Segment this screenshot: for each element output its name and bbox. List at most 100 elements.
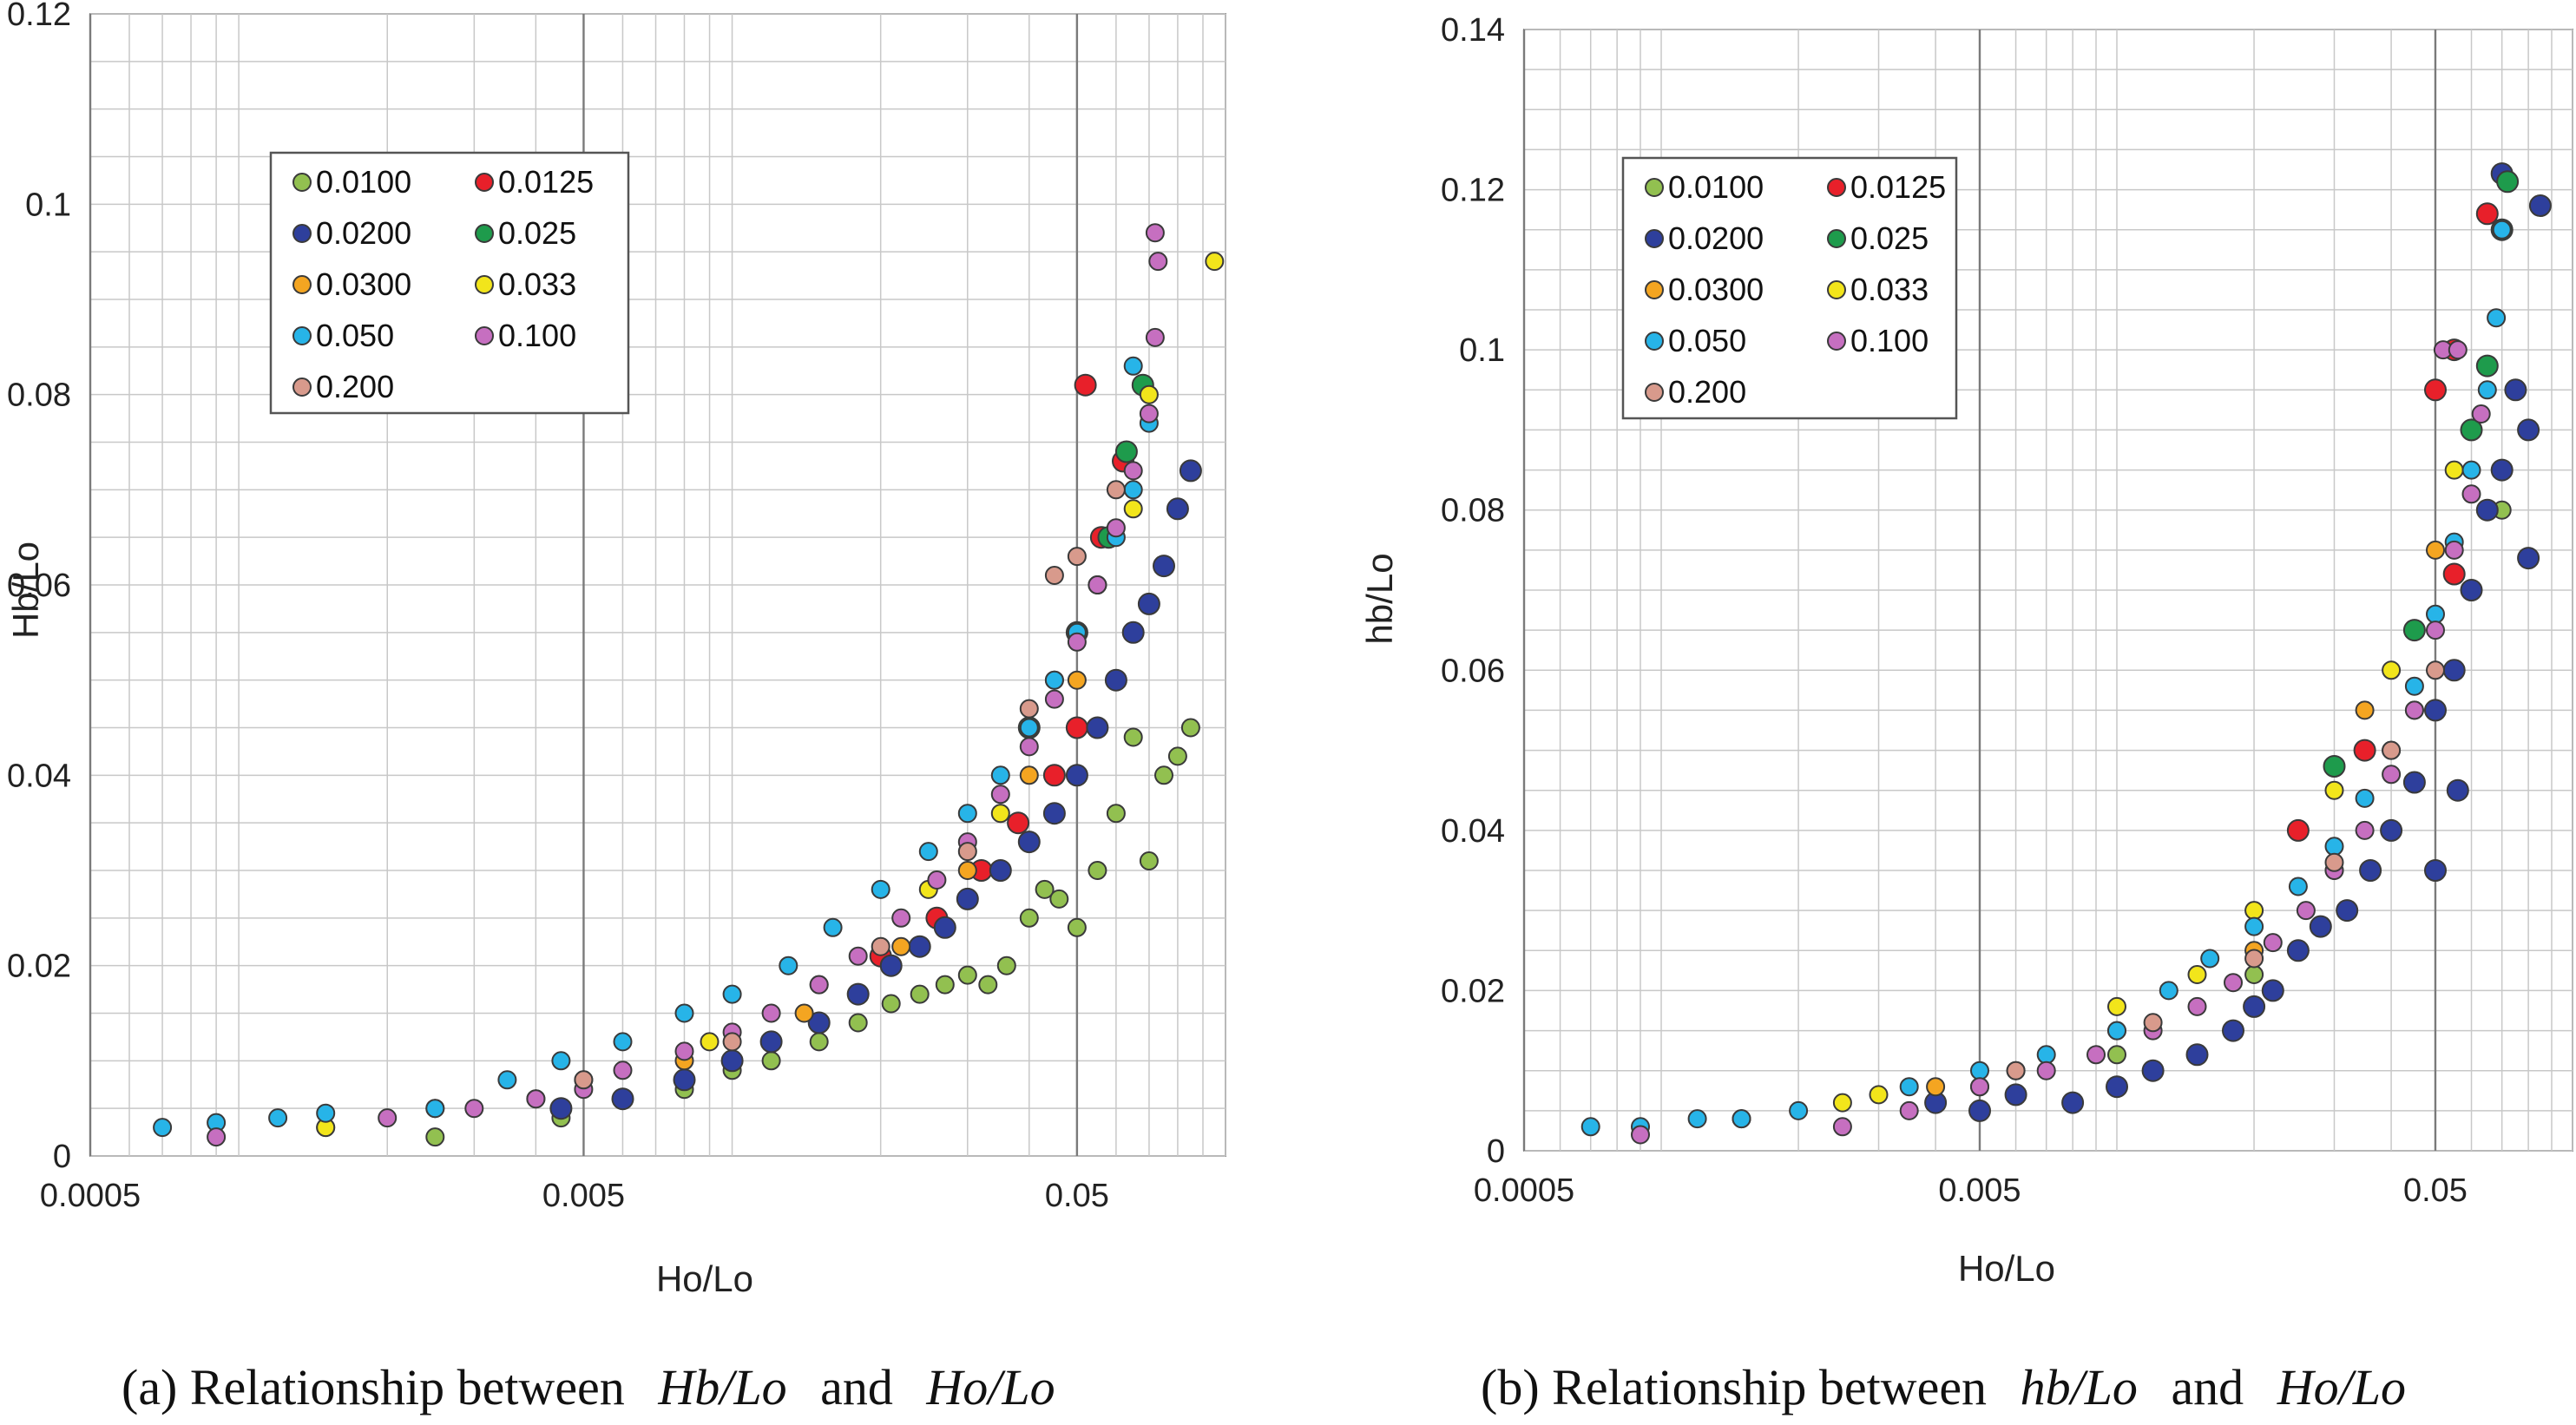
data-point	[1205, 252, 1225, 272]
y-tick-label: 0.04	[1441, 813, 1505, 850]
data-point	[574, 1070, 594, 1090]
data-point	[2461, 484, 2481, 504]
data-point	[761, 1051, 781, 1071]
y-tick-label: 0.04	[7, 758, 71, 794]
legend-marker	[1827, 280, 1846, 299]
y-tick-label: 0.1	[25, 187, 71, 223]
data-point	[935, 975, 955, 995]
y-tick-label: 0.12	[7, 0, 71, 33]
data-point	[2222, 1019, 2244, 1042]
data-point	[1123, 356, 1143, 376]
data-point	[1106, 480, 1126, 500]
data-point	[918, 842, 938, 862]
data-point	[1106, 518, 1126, 538]
data-point	[2442, 659, 2466, 682]
data-point	[2309, 915, 2332, 938]
data-point	[2159, 981, 2178, 1001]
data-point	[2244, 901, 2264, 921]
series-0.100	[1631, 340, 2491, 1145]
legend-label: 0.100	[1850, 323, 1929, 358]
data-point	[1148, 252, 1168, 272]
data-point	[990, 765, 1010, 785]
data-point	[2244, 916, 2264, 936]
data-point	[2353, 739, 2376, 762]
data-point	[933, 916, 956, 939]
data-point	[1044, 689, 1064, 709]
data-point	[881, 994, 901, 1014]
data-point	[1019, 718, 1039, 738]
caption-a-var1: Hb/Lo	[657, 1359, 786, 1415]
legend-label: 0.025	[1850, 220, 1929, 256]
data-point	[1065, 716, 1088, 739]
caption-a-prefix: (a) Relationship between	[122, 1359, 625, 1415]
legend-marker	[1827, 178, 1846, 197]
data-point	[722, 1032, 742, 1052]
data-point	[978, 975, 998, 995]
series-0.0125	[2286, 202, 2499, 842]
data-point	[611, 1087, 634, 1111]
data-point	[1049, 889, 1069, 909]
data-point	[794, 1003, 814, 1023]
data-point	[674, 1041, 694, 1061]
data-point	[1926, 1077, 1946, 1097]
data-point	[2477, 380, 2497, 400]
data-point	[1179, 459, 1202, 483]
legend-label: 0.0100	[316, 164, 411, 200]
data-point	[846, 982, 870, 1006]
data-point	[1067, 670, 1087, 690]
legend-marker	[1827, 229, 1846, 248]
data-point	[1067, 547, 1087, 567]
data-point	[2324, 780, 2344, 800]
data-point	[2106, 1075, 2128, 1099]
data-point	[2355, 820, 2375, 840]
data-point	[1017, 831, 1041, 854]
data-point	[1086, 716, 1109, 739]
data-point	[910, 984, 930, 1004]
data-point	[2446, 778, 2469, 802]
legend-marker	[1827, 332, 1846, 351]
data-point	[2404, 676, 2424, 696]
data-point	[2288, 877, 2308, 896]
data-point	[2475, 202, 2499, 226]
data-point	[823, 917, 843, 937]
data-point	[956, 887, 979, 910]
data-point	[871, 936, 890, 956]
grid-a	[89, 13, 1226, 1157]
legend-label: 0.0300	[316, 266, 411, 302]
data-point	[1121, 621, 1145, 644]
data-point	[2244, 965, 2264, 984]
x-axis-label-a: Ho/Lo	[656, 1258, 753, 1299]
legend-a: 0.0100 0.0125 0.0200 0.025 0.0300 0.033 0.050 0…	[269, 151, 630, 415]
y-tick-labels-b: 0 0.02 0.04 0.06 0.08 0.1 0.12 0.14	[1441, 12, 1505, 1170]
data-point	[1167, 746, 1187, 766]
data-point	[1104, 668, 1127, 692]
data-point	[2382, 765, 2402, 785]
legend-marker	[1645, 178, 1664, 197]
data-point	[1019, 737, 1039, 757]
caption-b: (b) Relationship between hb/Lo and Ho/Lo	[1481, 1359, 2406, 1415]
data-point	[613, 1061, 633, 1080]
data-point	[378, 1108, 398, 1128]
series-0.200	[2006, 660, 2445, 1080]
data-point	[551, 1051, 571, 1071]
legend-label: 0.050	[316, 318, 394, 353]
caption-a-and: and	[820, 1359, 893, 1415]
data-point	[1968, 1099, 1991, 1122]
x-tick-label: 0.005	[1938, 1172, 2021, 1209]
y-tick-labels-a: 0 0.02 0.04 0.06 0.08 0.1 0.12	[7, 0, 71, 1175]
legend-b: 0.0100 0.0125 0.0200 0.025 0.0300 0.033 0.050 0…	[1621, 156, 1958, 420]
legend-label: 0.100	[498, 318, 576, 353]
data-point	[2426, 660, 2445, 680]
y-tick-label: 0.1	[1459, 332, 1505, 369]
data-point	[1123, 480, 1143, 500]
data-point	[673, 1068, 696, 1092]
data-point	[2107, 996, 2126, 1016]
data-point	[1088, 575, 1107, 594]
data-point	[2336, 899, 2359, 923]
data-point	[722, 984, 742, 1004]
data-point	[1114, 440, 1138, 463]
series-0.0200	[549, 459, 1202, 1120]
legend-label: 0.200	[316, 369, 394, 404]
x-tick-label: 0.05	[2403, 1172, 2468, 1209]
data-point	[613, 1032, 633, 1052]
